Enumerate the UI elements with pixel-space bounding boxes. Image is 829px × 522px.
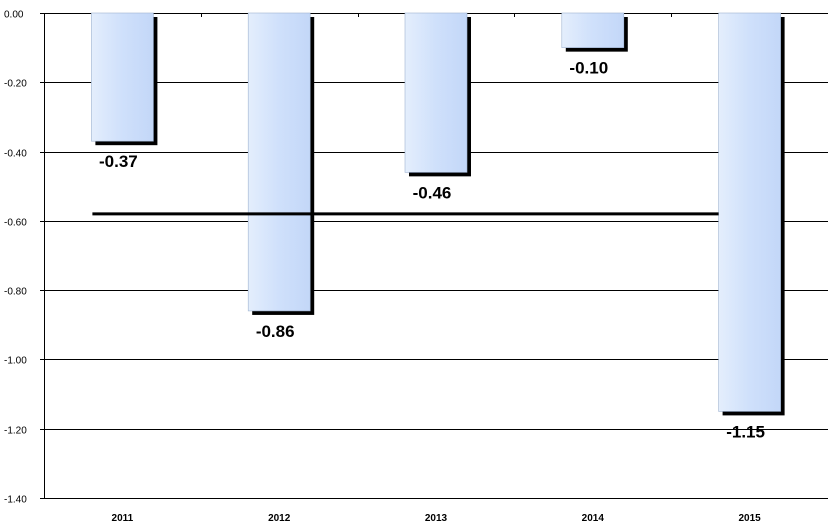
- y-tick-label: -1.20: [4, 426, 27, 437]
- y-tick-label: -0.80: [4, 287, 27, 298]
- y-tick-label: -1.40: [4, 495, 27, 506]
- x-category-label: 2011: [112, 513, 134, 522]
- bar-2015: [718, 12, 781, 412]
- labels: 2011 -0.37 2012 -0.86 2013 -0.46 2014 -0.10 2015…: [99, 59, 765, 522]
- y-tick-label: -0.40: [4, 149, 27, 160]
- axes: 0.00 -0.20 -0.40 -0.60 -0.80 -1.00 -1.20 -1.40: [4, 10, 672, 506]
- bars: [91, 12, 785, 416]
- data-label: -0.37: [99, 152, 138, 171]
- x-category-label: 2012: [268, 513, 291, 522]
- x-category-label: 2013: [425, 513, 448, 522]
- y-tick-label: -1.00: [4, 356, 27, 367]
- data-label: -0.86: [256, 322, 295, 341]
- y-tick-label: 0.00: [4, 10, 24, 21]
- data-label: -0.46: [413, 183, 452, 202]
- x-category-label: 2014: [582, 513, 605, 522]
- bar-2012: [247, 12, 311, 312]
- data-label: -0.10: [569, 59, 608, 78]
- y-tick-label: -0.60: [4, 218, 27, 229]
- bar-2011: [91, 12, 154, 142]
- bar-2014: [561, 12, 625, 48]
- y-tick-label: -0.20: [4, 79, 27, 90]
- bar-2013: [404, 12, 468, 173]
- data-label: -1.15: [726, 422, 765, 441]
- x-category-label: 2015: [738, 513, 761, 522]
